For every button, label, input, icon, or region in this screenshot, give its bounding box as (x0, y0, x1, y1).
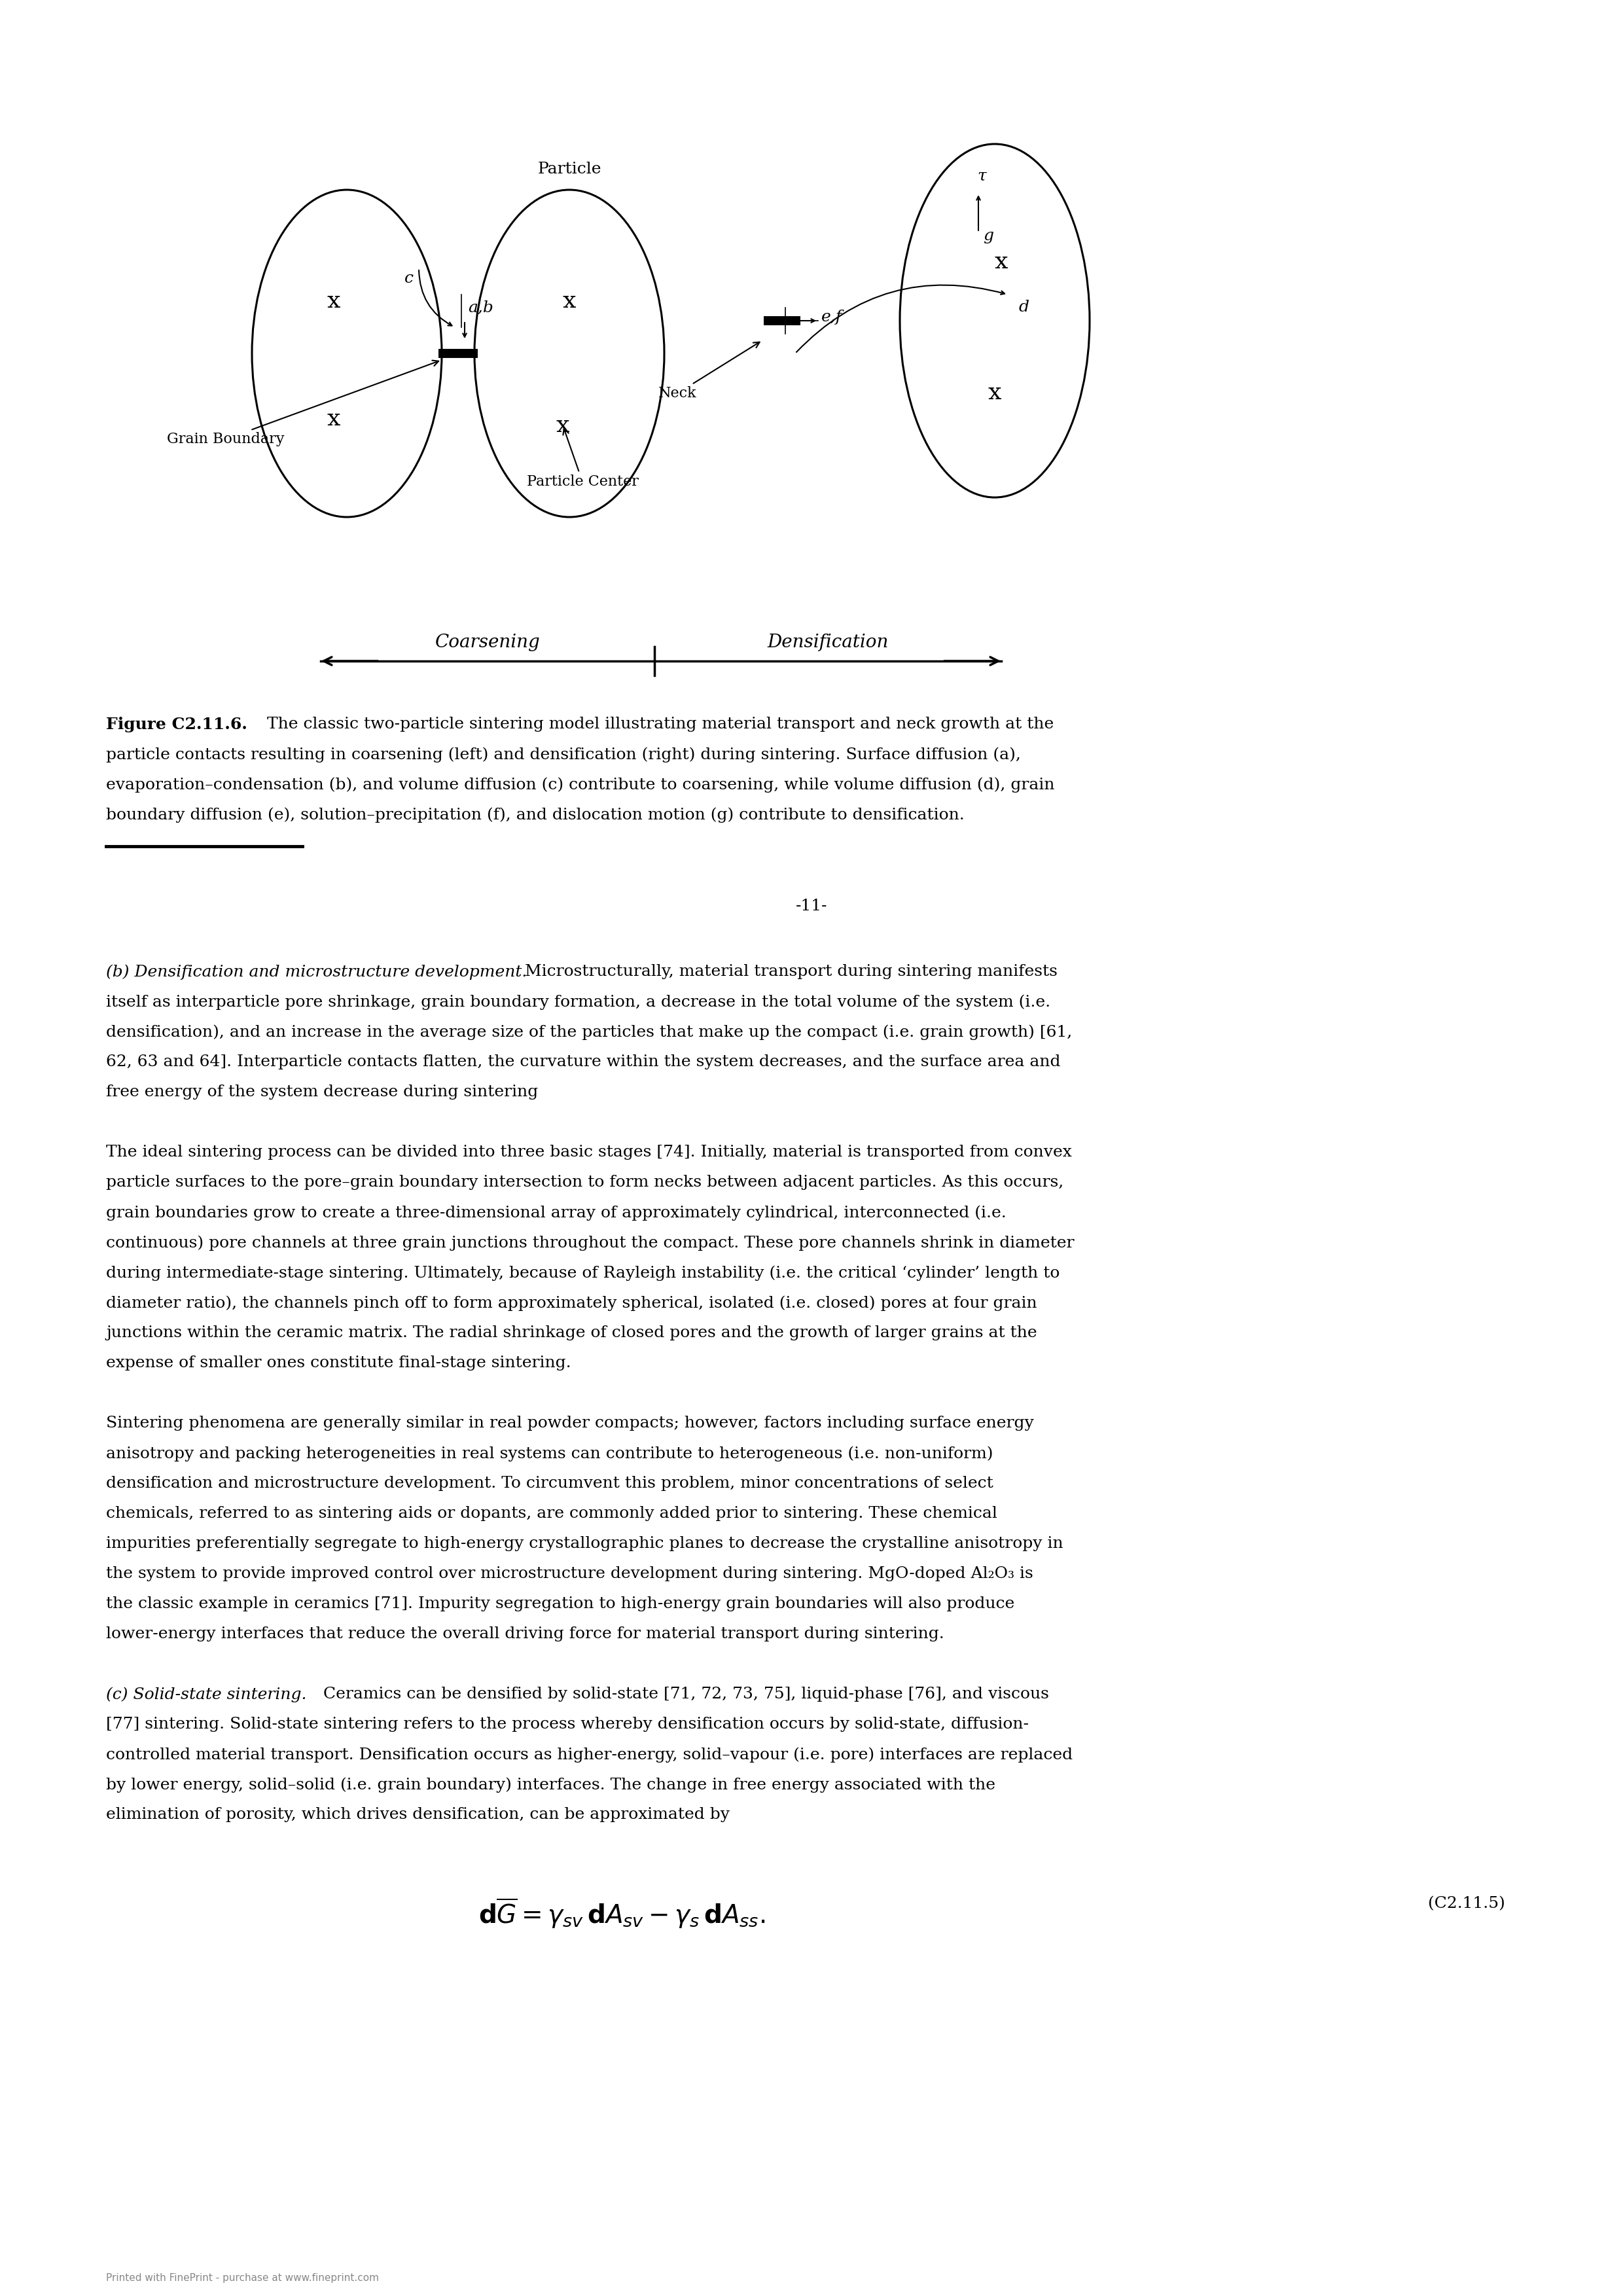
Text: Microstructurally, material transport during sintering manifests: Microstructurally, material transport du… (519, 964, 1058, 978)
Text: the classic example in ceramics [71]. Impurity segregation to high-energy grain : the classic example in ceramics [71]. Im… (105, 1596, 1014, 1612)
Text: The ideal sintering process can be divided into three basic stages [74]. Initial: The ideal sintering process can be divid… (105, 1146, 1071, 1159)
Text: impurities preferentially segregate to high-energy crystallographic planes to de: impurities preferentially segregate to h… (105, 1536, 1063, 1552)
Ellipse shape (474, 191, 664, 517)
Text: densification and microstructure development. To circumvent this problem, minor : densification and microstructure develop… (105, 1476, 993, 1490)
Text: τ: τ (977, 168, 987, 184)
Text: particle surfaces to the pore–grain boundary intersection to form necks between : particle surfaces to the pore–grain boun… (105, 1176, 1063, 1189)
Text: c: c (404, 271, 414, 285)
Text: densification), and an increase in the average size of the particles that make u: densification), and an increase in the a… (105, 1024, 1073, 1040)
Text: x: x (557, 413, 570, 436)
Text: Particle Center: Particle Center (526, 429, 638, 489)
Ellipse shape (899, 145, 1089, 498)
Ellipse shape (252, 191, 441, 517)
Text: g: g (984, 227, 993, 243)
Text: $\mathbf{d}\overline{G} = \gamma_{sv}\,\mathbf{d}A_{sv} - \gamma_{s}\,\mathbf{d}: $\mathbf{d}\overline{G} = \gamma_{sv}\,\… (479, 1896, 764, 1931)
Text: diameter ratio), the channels pinch off to form approximately spherical, isolate: diameter ratio), the channels pinch off … (105, 1295, 1037, 1311)
Text: 62, 63 and 64]. Interparticle contacts flatten, the curvature within the system : 62, 63 and 64]. Interparticle contacts f… (105, 1054, 1060, 1070)
Text: free energy of the system decrease during sintering: free energy of the system decrease durin… (105, 1084, 539, 1100)
Text: d: d (1019, 301, 1029, 315)
Text: continuous) pore channels at three grain junctions throughout the compact. These: continuous) pore channels at three grain… (105, 1235, 1074, 1251)
Text: Densification: Densification (768, 634, 888, 652)
Text: particle contacts resulting in coarsening (left) and densification (right) durin: particle contacts resulting in coarsenin… (105, 746, 1021, 762)
Text: (C2.11.5): (C2.11.5) (1428, 1896, 1505, 1910)
Text: The classic two-particle sintering model illustrating material transport and nec: The classic two-particle sintering model… (261, 716, 1053, 732)
Text: Particle: Particle (537, 161, 601, 177)
Text: a,b: a,b (467, 301, 493, 315)
Text: itself as interparticle pore shrinkage, grain boundary formation, a decrease in : itself as interparticle pore shrinkage, … (105, 994, 1050, 1010)
Text: e,f: e,f (821, 310, 842, 326)
Text: (c) Solid-state sintering.: (c) Solid-state sintering. (105, 1688, 307, 1701)
Text: [77] sintering. Solid-state sintering refers to the process whereby densificatio: [77] sintering. Solid-state sintering re… (105, 1717, 1029, 1731)
Text: x: x (988, 381, 1001, 404)
Text: x: x (563, 289, 576, 312)
Text: the system to provide improved control over microstructure development during si: the system to provide improved control o… (105, 1566, 1034, 1582)
Text: Sintering phenomena are generally similar in real powder compacts; however, fact: Sintering phenomena are generally simila… (105, 1417, 1034, 1430)
Text: Coarsening: Coarsening (435, 634, 540, 652)
Text: expense of smaller ones constitute final-stage sintering.: expense of smaller ones constitute final… (105, 1355, 571, 1371)
Text: grain boundaries grow to create a three-dimensional array of approximately cylin: grain boundaries grow to create a three-… (105, 1205, 1006, 1221)
Text: junctions within the ceramic matrix. The radial shrinkage of closed pores and th: junctions within the ceramic matrix. The… (105, 1325, 1037, 1341)
Text: boundary diffusion (e), solution–precipitation (f), and dislocation motion (g) c: boundary diffusion (e), solution–precipi… (105, 806, 964, 822)
Text: x: x (995, 250, 1008, 273)
Text: chemicals, referred to as sintering aids or dopants, are commonly added prior to: chemicals, referred to as sintering aids… (105, 1506, 997, 1520)
Text: Printed with FinePrint - purchase at www.fineprint.com: Printed with FinePrint - purchase at www… (105, 2273, 378, 2282)
Text: evaporation–condensation (b), and volume diffusion (c) contribute to coarsening,: evaporation–condensation (b), and volume… (105, 776, 1055, 792)
Text: anisotropy and packing heterogeneities in real systems can contribute to heterog: anisotropy and packing heterogeneities i… (105, 1446, 993, 1460)
Text: x: x (328, 289, 341, 312)
Text: elimination of porosity, which drives densification, can be approximated by: elimination of porosity, which drives de… (105, 1807, 730, 1823)
Text: Neck: Neck (659, 342, 760, 400)
Text: Figure C2.11.6.: Figure C2.11.6. (105, 716, 247, 732)
Text: lower-energy interfaces that reduce the overall driving force for material trans: lower-energy interfaces that reduce the … (105, 1626, 945, 1642)
Text: controlled material transport. Densification occurs as higher-energy, solid–vapo: controlled material transport. Densifica… (105, 1747, 1073, 1763)
Text: by lower energy, solid–solid (i.e. grain boundary) interfaces. The change in fre: by lower energy, solid–solid (i.e. grain… (105, 1777, 995, 1793)
Text: (b) Densification and microstructure development.: (b) Densification and microstructure dev… (105, 964, 527, 980)
Text: during intermediate-stage sintering. Ultimately, because of Rayleigh instability: during intermediate-stage sintering. Ult… (105, 1265, 1060, 1281)
Text: x: x (328, 409, 341, 429)
Text: Grain Boundary: Grain Boundary (167, 360, 438, 445)
Text: Ceramics can be densified by solid-state [71, 72, 73, 75], liquid-phase [76], an: Ceramics can be densified by solid-state… (318, 1688, 1048, 1701)
Text: -11-: -11- (795, 898, 828, 914)
